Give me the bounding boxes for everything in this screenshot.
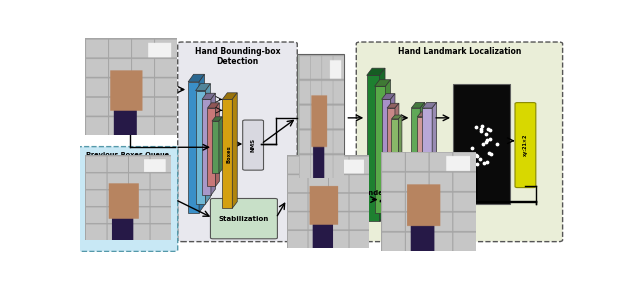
Text: xy:21×2: xy:21×2 [523, 134, 528, 156]
Polygon shape [367, 68, 385, 75]
Polygon shape [380, 68, 385, 221]
Bar [412, 108, 420, 204]
Polygon shape [207, 103, 220, 108]
Text: Boxes: Boxes [227, 145, 232, 163]
Polygon shape [374, 80, 390, 86]
Bar [417, 117, 425, 195]
Point [476, 128, 486, 133]
Text: NMS: NMS [251, 138, 255, 152]
Bar [381, 99, 390, 200]
Bar [387, 108, 395, 191]
FancyBboxPatch shape [243, 120, 264, 170]
Polygon shape [392, 115, 402, 119]
Polygon shape [205, 84, 211, 204]
Point [482, 160, 492, 165]
Point [472, 153, 482, 158]
Bar [306, 180, 335, 233]
Point [472, 162, 483, 167]
Point [478, 142, 488, 147]
Polygon shape [216, 103, 220, 186]
FancyBboxPatch shape [78, 147, 178, 251]
FancyBboxPatch shape [356, 42, 563, 242]
Bar [392, 119, 399, 180]
Bar [188, 82, 199, 213]
Text: Previous Boxes Queue: Previous Boxes Queue [86, 152, 170, 158]
Polygon shape [425, 112, 429, 195]
Polygon shape [417, 112, 429, 117]
Point [483, 127, 493, 132]
Polygon shape [395, 103, 399, 191]
Text: Render: Render [358, 190, 387, 196]
Polygon shape [420, 102, 425, 204]
Polygon shape [219, 117, 222, 173]
Point [485, 137, 495, 141]
FancyBboxPatch shape [515, 103, 536, 188]
Bar [207, 108, 216, 186]
Text: Hand Bounding-box
Detection: Hand Bounding-box Detection [195, 47, 280, 67]
Polygon shape [432, 102, 436, 204]
Point [484, 150, 494, 155]
Polygon shape [199, 74, 205, 213]
Text: Hand Landmark Localization: Hand Landmark Localization [397, 47, 521, 56]
Text: Crop: Crop [328, 181, 334, 199]
Bar [367, 75, 380, 221]
Polygon shape [202, 93, 216, 99]
Polygon shape [211, 93, 216, 195]
Point [475, 156, 485, 161]
Bar [212, 121, 219, 173]
Point [486, 152, 496, 156]
Polygon shape [222, 93, 237, 99]
Bar [222, 99, 232, 208]
Text: Stabilization: Stabilization [219, 216, 269, 222]
FancyBboxPatch shape [178, 42, 297, 242]
Polygon shape [422, 102, 436, 108]
Polygon shape [232, 93, 237, 208]
Polygon shape [387, 103, 399, 108]
Polygon shape [412, 102, 425, 108]
Bar [202, 99, 211, 195]
Bar [453, 84, 510, 204]
Point [467, 146, 477, 151]
Point [479, 160, 489, 165]
Polygon shape [399, 115, 402, 180]
Bar [374, 86, 385, 213]
Bar [297, 53, 344, 180]
Point [476, 127, 486, 131]
Polygon shape [381, 94, 395, 99]
Point [476, 124, 486, 129]
Point [484, 127, 495, 132]
Point [481, 132, 492, 136]
Point [483, 137, 493, 142]
Bar [422, 108, 432, 204]
Polygon shape [385, 80, 390, 213]
Polygon shape [188, 74, 205, 82]
Polygon shape [196, 84, 211, 91]
Point [481, 140, 491, 144]
Bar [408, 171, 452, 239]
Point [471, 125, 481, 130]
Polygon shape [390, 94, 395, 200]
Point [471, 153, 481, 158]
Polygon shape [212, 117, 222, 121]
FancyBboxPatch shape [211, 198, 277, 239]
Point [492, 142, 502, 146]
Bar [196, 91, 205, 204]
Bar [101, 177, 137, 220]
